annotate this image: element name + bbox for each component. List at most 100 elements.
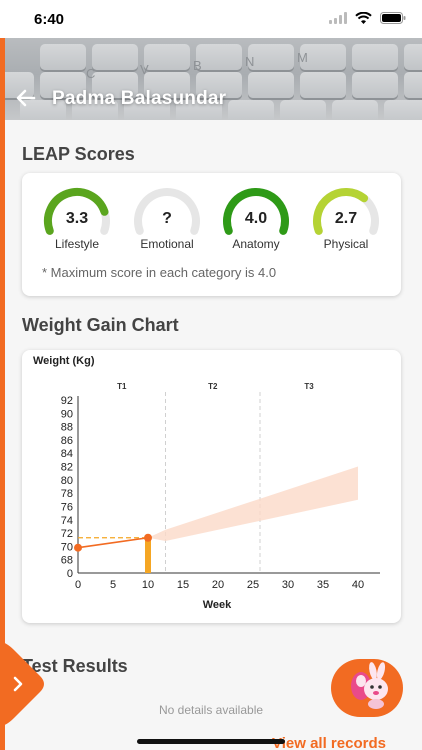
score-label: Emotional [140,237,194,251]
keyboard-key [196,72,242,98]
weight-point [74,543,82,552]
keyboard-key [72,100,118,120]
gauge-fill [223,188,289,235]
keyboard-key [300,44,346,70]
score-label: Anatomy [232,237,280,251]
keyboard-key-letter: C [86,66,96,81]
y-tick-label: 78 [61,488,73,500]
gauge-arc [313,188,379,235]
side-drawer-tab[interactable] [0,642,48,726]
y-tick-label: 0 [67,568,73,580]
y-tick-label: 70 [61,541,73,553]
x-tick-label: 10 [142,579,154,591]
gauge-arc [44,187,110,235]
x-tick-label: 30 [282,579,294,591]
bunny-mascot-icon [351,662,388,709]
keyboard-key [92,44,138,70]
x-tick-label: 0 [75,579,81,591]
score-gauge-physical: 2.7 Physical [306,183,386,251]
keyboard-key [144,44,190,70]
score-label: Physical [323,237,369,251]
leap-scores-card: 3.3 Lifestyle? Emotional 4.0 Anatomy 2.7 Physi… [22,173,401,296]
weight-line [77,536,149,549]
keyboard-key [280,100,326,120]
keyboard-key [144,72,190,98]
status-icons [329,12,406,24]
keyboard-key [124,100,170,120]
weight-point [144,533,152,542]
keyboard-key [196,44,242,70]
keyboard-key [384,100,422,120]
x-tick-label: 35 [317,579,329,591]
wifi-icon [355,12,372,24]
x-tick-label: 5 [110,579,116,591]
gauge-arc [134,188,200,235]
gauge-fill [313,188,369,235]
keyboard-key [248,72,294,98]
keyboard-key-letter: N [245,54,255,69]
y-tick-label: 92 [61,395,73,407]
score-gauge-anatomy: 4.0 Anatomy [216,183,296,251]
keyboard-key [20,100,66,120]
y-tick-label: 86 [61,435,73,447]
keyboard-key [404,44,422,70]
leap-scores-title: LEAP Scores [22,144,135,164]
y-tick-label: 76 [61,501,73,513]
view-all-records-link[interactable]: View all records [272,735,386,750]
chat-assistant-button[interactable] [331,659,403,717]
score-gauge-emotional: ? Emotional [127,183,207,251]
battery-icon [380,12,406,24]
trimester-label: T2 [208,382,218,391]
keyboard-key [92,72,138,98]
accent-strip [0,38,5,750]
y-tick-label: 82 [61,462,73,474]
keyboard-key [40,72,86,98]
keyboard-key [404,72,422,98]
y-tick-label: 80 [61,475,73,487]
keyboard-key [176,100,222,120]
keyboard-key-letter: V [140,62,149,77]
x-tick-label: 15 [177,579,189,591]
score-gauge-lifestyle: 3.3 Lifestyle [37,183,117,251]
x-tick-label: 40 [352,579,364,591]
trimester-label: T1 [117,382,127,391]
score-value: 2.7 [334,210,358,227]
home-indicator [137,739,285,744]
keyboard-key [352,44,398,70]
y-tick-label: 84 [61,448,73,460]
keyboard-key [300,72,346,98]
weight-chart-title: Weight Gain Chart [22,315,179,335]
keyboard-key [0,72,34,98]
current-week-bar [145,537,151,573]
keyboard-key-letter: M [297,50,308,65]
score-note: * Maximum score in each category is 4.0 [42,265,277,280]
back-arrow-icon[interactable] [16,89,36,107]
y-tick-label: 72 [61,528,73,540]
x-tick-label: 25 [247,579,259,591]
gauge-fill [44,187,109,235]
x-tick-label: 20 [212,579,224,591]
y-tick-label: 74 [61,515,73,527]
y-tick-label: 88 [61,422,73,434]
gauge-track [134,188,200,235]
chart-x-axis-title: Week [203,599,232,611]
trimester-label: T3 [304,382,314,391]
keyboard-key [228,100,274,120]
keyboard-key [352,72,398,98]
no-details-text: No details available [158,703,264,717]
keyboard-key [248,44,294,70]
y-tick-label: 68 [61,555,73,567]
keyboard-key [332,100,378,120]
test-results-title: Test Results [22,656,128,676]
status-time: 6:40 [34,11,65,28]
signal-icon [329,12,347,24]
weight-chart-card: Weight (Kg) T1 T2 T3 0 68 70 72 74 76 78 80 82 84 86 8… [22,350,401,623]
keyboard-key-letter: B [193,58,202,73]
score-value: 3.3 [65,210,89,227]
status-bar: 6:40 [0,0,422,38]
chart-y-axis-title: Weight (Kg) [33,355,95,367]
score-value: 4.0 [244,210,268,227]
chevron-right-icon [13,676,23,692]
keyboard-key [40,44,86,70]
